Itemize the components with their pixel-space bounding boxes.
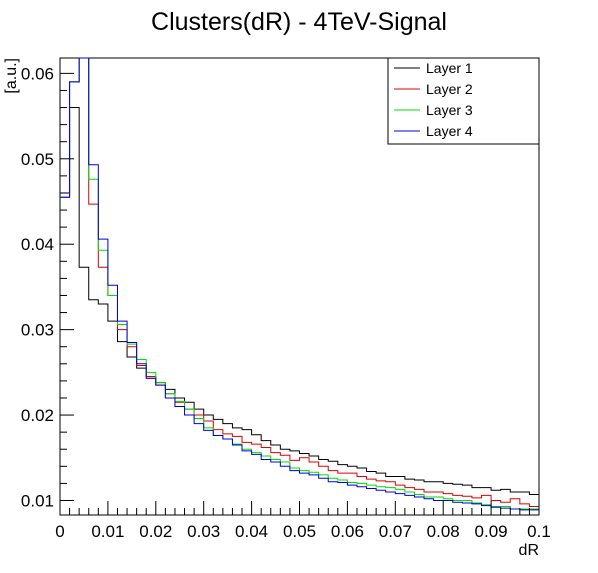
y-tick-label: 0.01 xyxy=(21,491,54,510)
x-tick-label: 0.05 xyxy=(283,522,316,541)
x-tick-label: 0.07 xyxy=(379,522,412,541)
x-tick-label: 0.09 xyxy=(475,522,508,541)
x-tick-label: 0.06 xyxy=(331,522,364,541)
y-tick-label: 0.06 xyxy=(21,64,54,83)
legend-box xyxy=(387,57,540,145)
x-tick-label: 0.03 xyxy=(187,522,220,541)
ticks-layer: 0 0.01 0.02 0.03 0.04 0.05 0.06 0.07 0.08 0.09 0.1… xyxy=(21,64,551,541)
chart-title: Clusters(dR) - 4TeV-Signal xyxy=(151,8,447,36)
y-tick-label: 0.02 xyxy=(21,406,54,425)
x-axis-label: dR xyxy=(519,542,539,559)
legend-entry-layer-3: Layer 3 xyxy=(426,102,473,118)
legend-entry-layer-2: Layer 2 xyxy=(426,81,473,97)
plot-area: 0 0.01 0.02 0.03 0.04 0.05 0.06 0.07 0.08 0.09 0.1… xyxy=(21,57,551,541)
x-tick-label: 0.01 xyxy=(91,522,124,541)
series-line-layer-1 xyxy=(60,107,539,495)
series-line-layer-2 xyxy=(60,57,539,507)
x-tick-label: 0.08 xyxy=(427,522,460,541)
legend: Layer 1 Layer 2 Layer 3 Layer 4 xyxy=(387,57,540,145)
x-tick-label: 0.1 xyxy=(527,522,551,541)
legend-entry-layer-4: Layer 4 xyxy=(426,123,473,139)
series-line-layer-4 xyxy=(60,57,539,511)
y-axis-label: [a.u.] xyxy=(3,58,20,94)
y-tick-label: 0.05 xyxy=(21,150,54,169)
x-tick-label: 0 xyxy=(55,522,64,541)
y-tick-label: 0.03 xyxy=(21,321,54,340)
legend-entry-layer-1: Layer 1 xyxy=(426,60,473,76)
x-tick-label: 0.04 xyxy=(235,522,268,541)
y-tick-label: 0.04 xyxy=(21,235,54,254)
series-layer xyxy=(60,57,539,511)
x-tick-label: 0.02 xyxy=(139,522,172,541)
